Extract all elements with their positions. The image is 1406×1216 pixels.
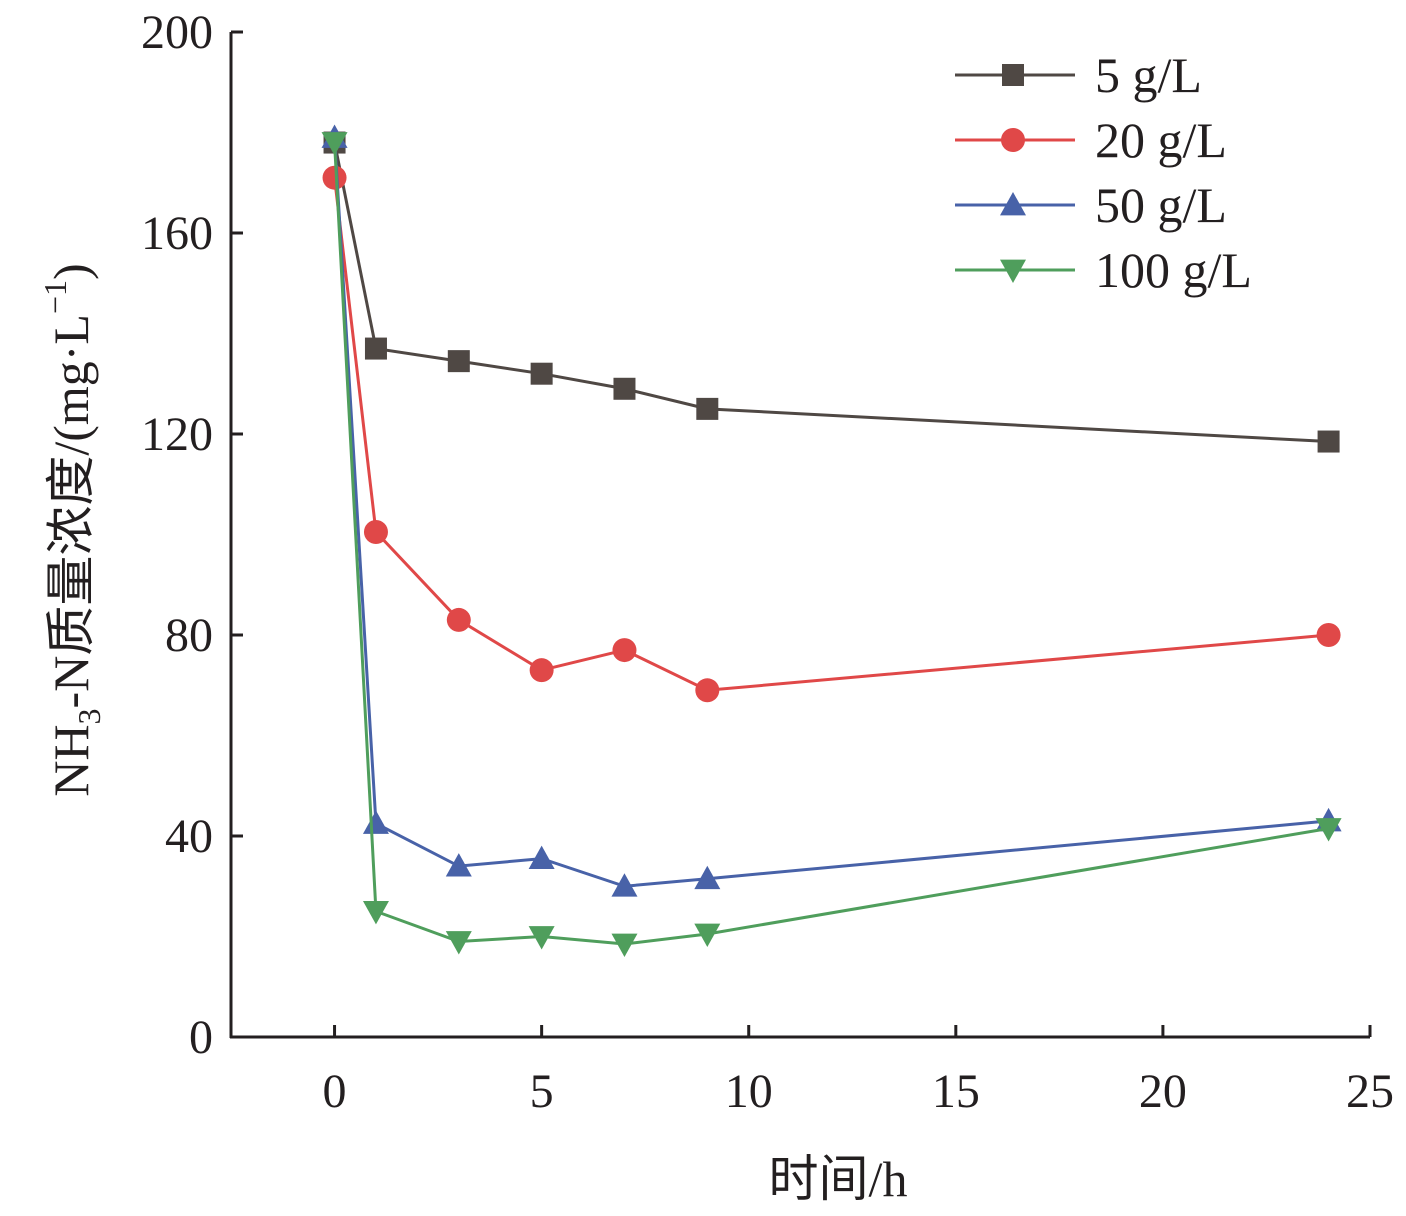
y-axis-title-close: ) — [43, 263, 99, 280]
series-2 — [321, 124, 1342, 897]
x-ticks: 0 5 10 15 20 25 — [323, 1025, 1394, 1118]
data-point — [447, 350, 470, 373]
data-point — [1317, 430, 1340, 453]
data-point — [695, 678, 720, 703]
data-point — [528, 926, 555, 950]
data-point — [445, 931, 472, 955]
x-tick-label: 10 — [725, 1065, 773, 1118]
y-axis-title-subscript: 3 — [71, 708, 107, 724]
data-point — [694, 923, 721, 947]
data-point — [321, 132, 348, 156]
data-point — [696, 397, 719, 420]
y-axis-title: NH3-N质量浓度/(mg·L−1) — [37, 263, 107, 796]
series-0 — [323, 131, 1340, 453]
data-point — [612, 638, 637, 663]
data-point — [446, 607, 471, 632]
data-point — [528, 845, 555, 870]
x-tick-label: 0 — [323, 1065, 347, 1118]
axes — [229, 32, 1370, 1039]
data-point — [530, 362, 553, 385]
legend-item: 5 g/L — [955, 47, 1202, 103]
legend-item: 100 g/L — [955, 242, 1252, 298]
legend-label: 20 g/L — [1095, 112, 1227, 168]
data-point — [694, 865, 721, 890]
x-axis-title: 时间/h — [769, 1151, 908, 1207]
y-tick-label: 120 — [141, 408, 213, 461]
legend-marker — [1002, 64, 1024, 86]
data-point — [445, 853, 472, 877]
series-1 — [322, 165, 1341, 703]
data-point — [364, 337, 387, 360]
legend-label: 100 g/L — [1095, 242, 1252, 298]
data-point — [611, 933, 638, 958]
x-tick-label: 5 — [530, 1065, 554, 1118]
data-point — [1315, 818, 1342, 842]
data-point — [529, 658, 554, 683]
legend: 5 g/L 20 g/L 50 g/L 100 g/L — [955, 47, 1252, 298]
legend-marker — [1000, 192, 1026, 216]
data-point — [322, 165, 347, 190]
series-3 — [321, 132, 1342, 958]
legend-label: 50 g/L — [1095, 177, 1227, 233]
y-axis-title-main: NH — [43, 724, 99, 796]
data-point — [613, 377, 636, 400]
data-point — [362, 810, 389, 834]
data-point — [611, 873, 638, 897]
y-tick-label: 80 — [165, 609, 213, 662]
y-tick-label: 200 — [141, 6, 213, 59]
legend-item: 20 g/L — [955, 112, 1227, 168]
series-layer — [321, 124, 1342, 958]
x-tick-label: 20 — [1139, 1065, 1187, 1118]
legend-item: 50 g/L — [955, 177, 1227, 233]
legend-marker — [1000, 259, 1026, 283]
y-ticks: 0 40 80 120 160 200 — [141, 6, 243, 1064]
data-point — [363, 519, 388, 544]
x-tick-label: 15 — [932, 1065, 980, 1118]
y-axis-title-superscript: −1 — [37, 280, 73, 314]
data-point — [1316, 623, 1341, 647]
y-tick-label: 40 — [165, 810, 213, 863]
legend-marker — [1001, 128, 1025, 152]
x-tick-label: 25 — [1346, 1065, 1394, 1118]
y-tick-label: 0 — [189, 1011, 213, 1064]
legend-label: 5 g/L — [1095, 47, 1202, 103]
y-axis-title-rest: -N质量浓度/(mg·L — [43, 314, 99, 708]
y-tick-label: 160 — [141, 207, 213, 260]
data-point — [362, 900, 389, 925]
